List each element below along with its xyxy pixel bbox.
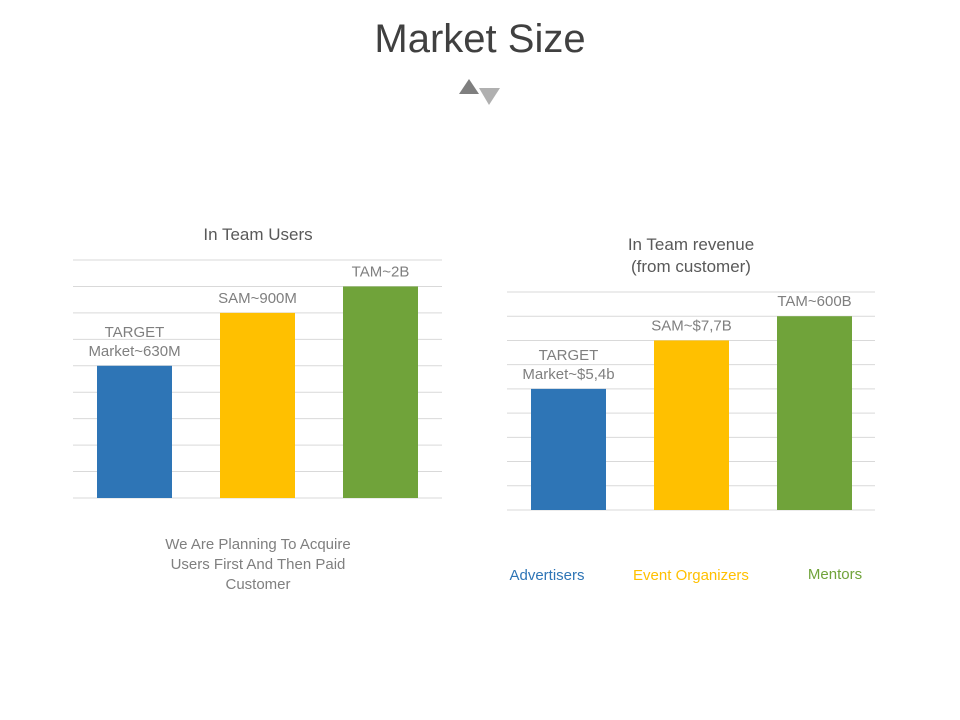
bar <box>654 340 729 510</box>
page-title: Market Size <box>374 17 585 61</box>
data-label: TARGET <box>105 324 165 341</box>
data-label: SAM~$7,7B <box>651 317 731 334</box>
chart-note: We Are Planning To Acquire <box>165 536 350 553</box>
bar <box>531 388 606 510</box>
chart-note: Customer <box>225 576 290 593</box>
chart-title: In Team revenue <box>628 235 754 254</box>
bar <box>97 365 172 498</box>
data-label: SAM~900M <box>218 290 297 307</box>
legend-item: Mentors <box>808 566 862 583</box>
data-label: TAM~600B <box>777 293 851 310</box>
legend-item: Advertisers <box>509 567 584 584</box>
data-label: TARGET <box>539 347 599 364</box>
data-label: Market~630M <box>88 343 180 360</box>
bar <box>777 316 852 510</box>
data-label: Market~$5,4b <box>522 366 614 383</box>
chart-title: In Team Users <box>203 225 312 244</box>
legend-item: Event Organizers <box>633 567 749 584</box>
data-label: TAM~2B <box>352 263 410 280</box>
chart-in-team-users: In Team Users TARGET Market~630M SAM~900M TA… <box>73 225 442 593</box>
bar <box>220 312 295 498</box>
chart-in-team-revenue: In Team revenue (from customer) TARGET Mark… <box>507 235 875 584</box>
chart-title: (from customer) <box>631 257 751 276</box>
up-down-triangles-icon <box>459 79 500 105</box>
chart-note: Users First And Then Paid <box>171 556 346 573</box>
bar <box>343 286 418 498</box>
